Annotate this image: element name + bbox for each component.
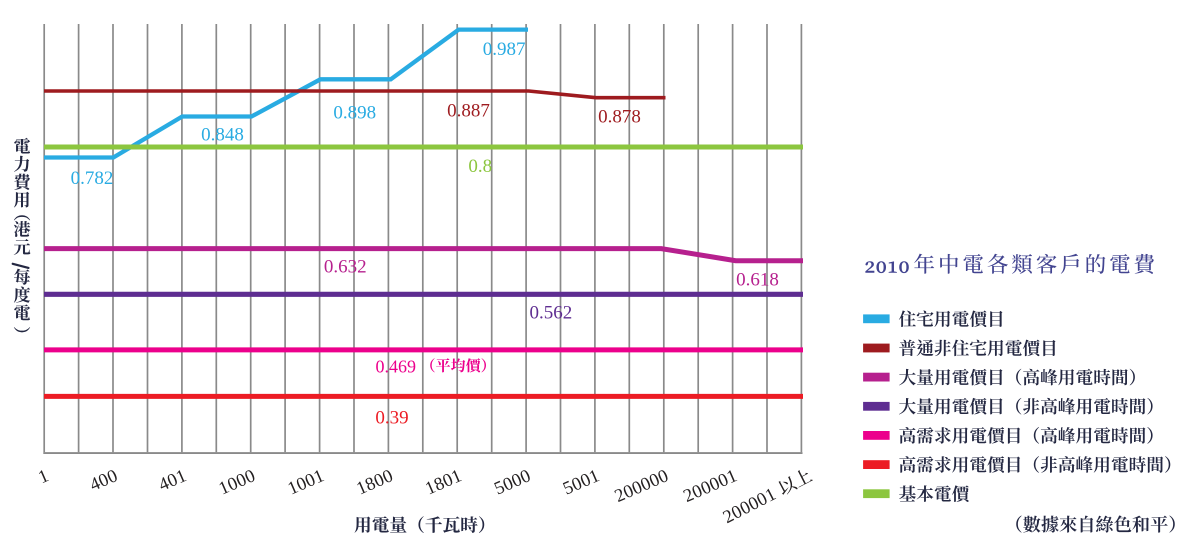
svg-text:0.469: 0.469 [376,356,417,376]
svg-text:0.898: 0.898 [333,102,376,123]
svg-text:0.878: 0.878 [598,106,641,127]
svg-text:0.782: 0.782 [71,168,114,189]
svg-text:0.39: 0.39 [375,407,408,428]
svg-text:0.562: 0.562 [530,303,573,324]
svg-text:0.8: 0.8 [468,156,492,177]
svg-text:0.848: 0.848 [201,125,244,146]
svg-text:0.987: 0.987 [483,39,526,60]
svg-text:0.887: 0.887 [447,101,490,122]
svg-text:0.632: 0.632 [324,256,367,277]
svg-text:0.618: 0.618 [736,269,779,290]
